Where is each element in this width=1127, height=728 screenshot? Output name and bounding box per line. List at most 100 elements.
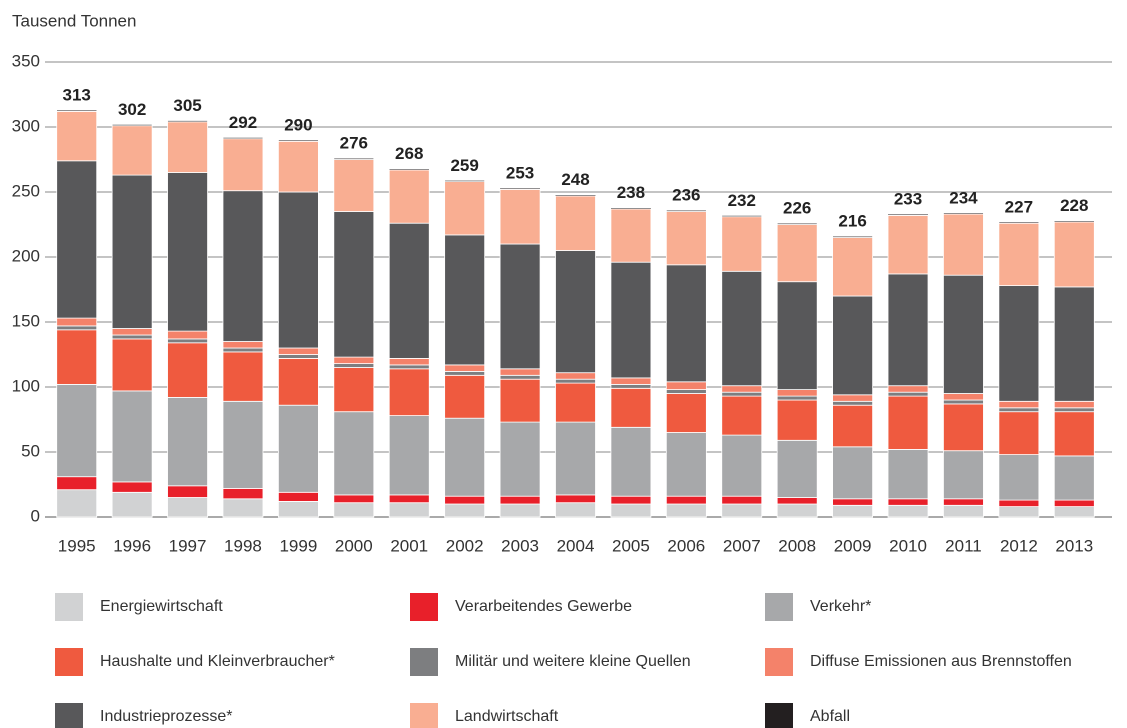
bar-segment [1053, 411, 1095, 457]
total-label: 233 [894, 190, 922, 209]
bar-segment [222, 400, 264, 489]
bar-segment [388, 502, 430, 518]
bar-segment [610, 377, 652, 385]
bar-segment [721, 214, 763, 218]
bar-segment [832, 498, 874, 506]
bar-segment [998, 506, 1040, 518]
legend-label: Verarbeitendes Gewerbe [455, 598, 632, 615]
bar-segment [776, 281, 818, 391]
bar-segment [222, 351, 264, 402]
legend-label: Landwirtschaft [455, 708, 559, 725]
total-label: 227 [1005, 197, 1033, 216]
bar-segment [943, 399, 984, 405]
bar-segment [555, 250, 596, 374]
total-label: 290 [284, 115, 312, 134]
x-tick-label: 2005 [612, 536, 650, 555]
y-tick-label: 300 [12, 116, 40, 135]
bar-segment [665, 503, 707, 518]
legend-label: Verkehr* [810, 598, 871, 615]
bar-segment [111, 174, 153, 329]
bar-segment [610, 207, 652, 210]
y-tick-label: 0 [31, 506, 40, 525]
bar-segment [333, 411, 375, 496]
bar-segment [56, 111, 98, 162]
y-tick-label: 350 [12, 51, 40, 70]
legend-swatch [410, 703, 438, 728]
bar-segment [444, 417, 486, 497]
legend-swatch [765, 648, 793, 676]
bar-segment [499, 368, 541, 376]
bar-segment [499, 421, 541, 497]
bar-segment [111, 481, 153, 493]
bar-segment [721, 495, 763, 505]
x-tick-label: 2012 [1000, 536, 1038, 555]
bar-segment [56, 109, 98, 112]
bar-segment [56, 317, 98, 327]
bar-segment [333, 494, 375, 504]
bar-segment [610, 387, 652, 428]
bar-segment [887, 214, 929, 275]
y-tick-label: 250 [12, 181, 40, 200]
total-label: 248 [561, 170, 589, 189]
bar-segment [832, 295, 874, 396]
bar-segment [1053, 286, 1095, 402]
x-tick-label: 1996 [113, 536, 151, 555]
bar-segment [1053, 221, 1095, 288]
bar-segment [444, 503, 486, 518]
total-label: 259 [450, 156, 478, 175]
bar-segment [555, 494, 596, 504]
legend-label: Haushalte und Kleinverbraucher* [100, 653, 335, 670]
bar-segment [111, 124, 153, 127]
legend-swatch [55, 703, 83, 728]
total-label: 313 [63, 86, 91, 105]
bar-segment [665, 432, 707, 497]
bar-segment [277, 139, 319, 142]
bar-segment [998, 400, 1040, 409]
bar-segment [998, 221, 1040, 224]
total-label: 216 [838, 212, 866, 231]
bar-segment [832, 400, 874, 406]
bar-segment [167, 121, 208, 173]
bar-segment [388, 364, 430, 370]
bar-segment [1053, 455, 1095, 501]
bar-segment [943, 213, 984, 276]
legend-swatch [55, 648, 83, 676]
bar-segment [111, 491, 153, 518]
bar-segment [887, 448, 929, 500]
legend-swatch [765, 593, 793, 621]
total-label: 234 [949, 188, 978, 207]
bar-segment [721, 434, 763, 497]
bar-segment [555, 195, 596, 251]
bar-segment [333, 356, 375, 365]
bar-segment [887, 213, 929, 216]
x-tick-label: 2006 [667, 536, 705, 555]
bar-segment [610, 208, 652, 263]
bar-segment [943, 498, 984, 506]
bar-segment [388, 222, 430, 359]
bar-segment [721, 270, 763, 387]
bar-segment [333, 502, 375, 518]
bar-segment [998, 222, 1040, 286]
bar-segment [222, 487, 264, 500]
bar-segment [388, 415, 430, 496]
bar-segment [610, 261, 652, 379]
bar-segment [998, 285, 1040, 402]
total-label: 226 [783, 199, 811, 218]
bar-segment [167, 497, 208, 518]
bar-segment [167, 172, 208, 332]
bar-segment [56, 325, 98, 331]
bar-segment [499, 378, 541, 423]
bar-segment [610, 426, 652, 497]
bar-segment [111, 125, 153, 176]
bar-segment [499, 495, 541, 505]
bar-segment [444, 364, 486, 372]
bar-segment [721, 395, 763, 436]
x-tick-label: 1995 [58, 536, 96, 555]
bar-segment [832, 235, 874, 238]
bar-segment [167, 396, 208, 487]
bar-segment [776, 389, 818, 397]
bar-segment [610, 383, 652, 389]
y-axis-label: Tausend Tonnen [12, 11, 136, 30]
y-tick-label: 50 [21, 441, 40, 460]
bar-segment [167, 485, 208, 498]
